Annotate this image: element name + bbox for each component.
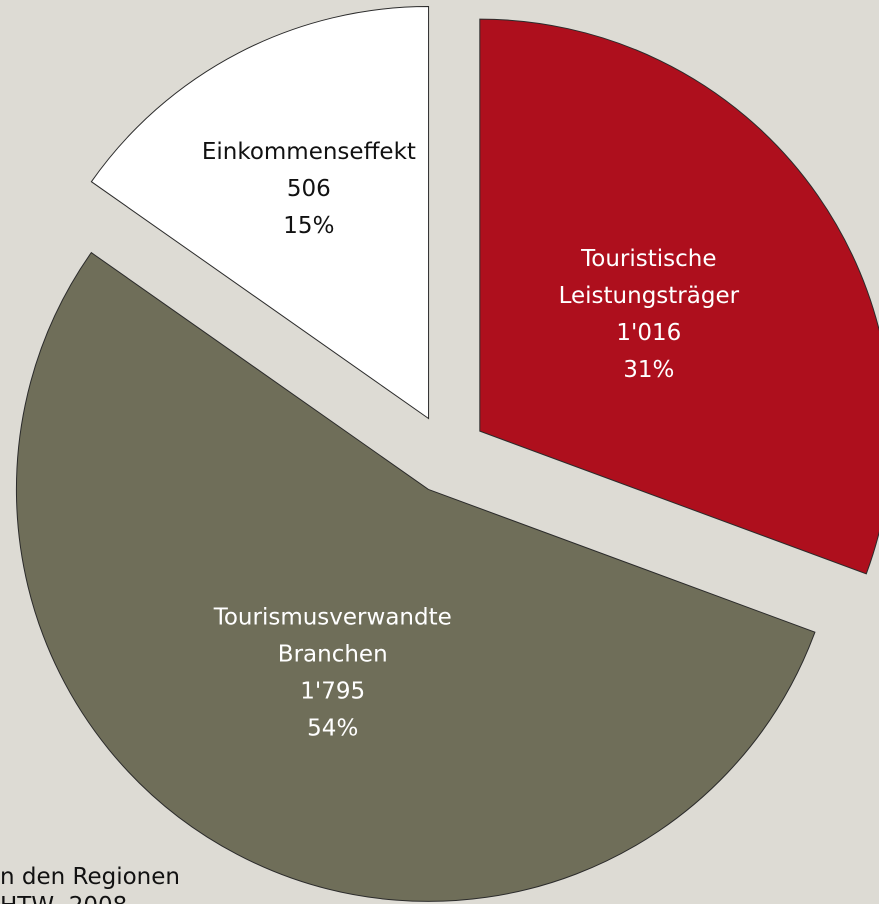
slice-label: Einkommenseffekt xyxy=(202,139,416,165)
pie-slice xyxy=(15,251,816,902)
percentage-label: 54% xyxy=(307,715,358,741)
value-label: 1'795 xyxy=(300,678,365,704)
slice-label: Tourismusverwandte Branchen xyxy=(213,604,452,667)
pie-slice xyxy=(479,18,879,575)
value-label: 1'016 xyxy=(616,320,681,346)
source-note: HTW, 2008 xyxy=(0,893,127,904)
source-note: n den Regionen xyxy=(0,864,180,890)
slice-label: Touristische Leistungsträger xyxy=(559,246,740,309)
percentage-label: 15% xyxy=(283,213,334,239)
pie-slice xyxy=(90,6,430,420)
value-label: 506 xyxy=(287,176,331,202)
percentage-label: 31% xyxy=(623,357,674,383)
